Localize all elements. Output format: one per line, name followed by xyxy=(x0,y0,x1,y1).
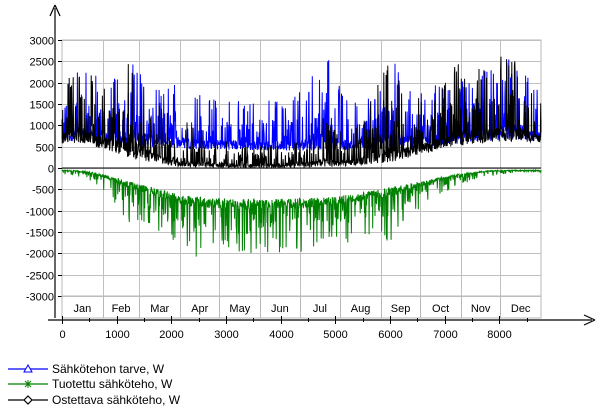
x-tick-label: 6000 xyxy=(378,329,402,341)
y-tick-label: 1000 xyxy=(30,121,54,133)
month-axis: Jan Feb Mar Apr May Jun Jul Aug Sep Oct Nov Dec xyxy=(61,295,542,319)
month-label: Dec xyxy=(511,303,531,315)
legend-item: Sähkötehon tarve, W xyxy=(8,362,165,376)
legend-label: Ostettava sähköteho, W xyxy=(52,393,181,407)
x-tick-label: 3000 xyxy=(214,329,238,341)
y-tick-label: -2000 xyxy=(26,249,54,261)
x-tick-label: 8000 xyxy=(487,329,511,341)
x-tick-label: 4000 xyxy=(269,329,293,341)
y-tick-label: -1000 xyxy=(26,207,54,219)
month-label: Sep xyxy=(391,303,411,315)
month-label: Jun xyxy=(271,303,289,315)
legend-item: Ostettava sähköteho, W xyxy=(8,393,181,407)
y-axis-ticks: 3000 2500 2000 1500 1000 500 0 -500 -1000 -1500 -2… xyxy=(26,36,62,304)
month-label: Apr xyxy=(191,303,208,315)
month-label: Jul xyxy=(313,303,327,315)
x-axis-arrow xyxy=(583,314,596,326)
month-label: Feb xyxy=(112,303,131,315)
axes xyxy=(48,4,596,326)
x-tick-label: 1000 xyxy=(105,329,129,341)
diamond-marker-icon xyxy=(23,395,33,405)
triangle-marker-icon xyxy=(23,363,33,373)
month-label: Aug xyxy=(351,303,371,315)
y-tick-label: 2000 xyxy=(30,79,54,91)
legend-label: Tuotettu sähköteho, W xyxy=(52,377,173,391)
x-tick-label: 0 xyxy=(59,329,65,341)
series-line-2 xyxy=(61,56,542,170)
asterisk-marker-icon xyxy=(24,380,32,388)
y-tick-label: 3000 xyxy=(30,36,54,48)
plot-area xyxy=(61,56,542,257)
legend-item: Tuotettu sähköteho, W xyxy=(8,377,173,391)
month-label: Jan xyxy=(73,303,91,315)
y-tick-label: -1500 xyxy=(26,228,54,240)
x-tick-label: 7000 xyxy=(433,329,457,341)
y-tick-label: -500 xyxy=(32,185,54,197)
month-label: May xyxy=(229,303,250,315)
month-label: Oct xyxy=(432,303,449,315)
month-strip xyxy=(61,295,542,319)
x-tick-label: 2000 xyxy=(159,329,183,341)
x-axis-ticks: 0 1000 2000 3000 4000 5000 6000 7000 8000 xyxy=(59,316,528,341)
y-tick-label: -3000 xyxy=(26,292,54,304)
series-line-1 xyxy=(61,168,542,257)
month-label: Nov xyxy=(471,303,491,315)
x-tick-label: 5000 xyxy=(323,329,347,341)
y-tick-label: 500 xyxy=(36,143,54,155)
y-tick-label: 2500 xyxy=(30,57,54,69)
y-tick-label: 0 xyxy=(48,164,54,176)
y-tick-label: 1500 xyxy=(30,100,54,112)
legend-label: Sähkötehon tarve, W xyxy=(52,362,165,376)
month-label: Mar xyxy=(150,303,169,315)
y-axis-arrow xyxy=(49,4,61,17)
y-tick-label: -2500 xyxy=(26,271,54,283)
